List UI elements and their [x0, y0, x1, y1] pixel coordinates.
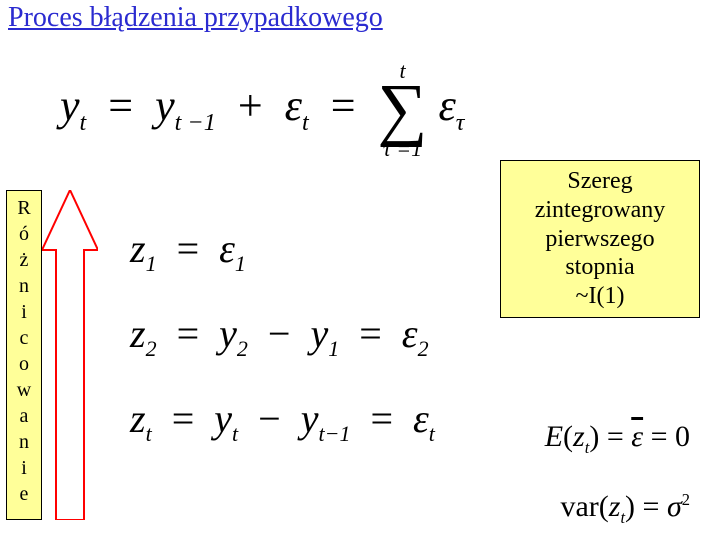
- equation-expectation: E(zt) = ε = 0: [545, 420, 690, 458]
- szereg-l3: pierwszego: [545, 226, 654, 252]
- szereg-l5: ~I(1): [576, 283, 625, 309]
- equation-random-walk: yt = yt −1 + εt = t ∑ τ =1 ετ: [60, 60, 464, 160]
- arrow-icon: [42, 190, 98, 520]
- page-title: Proces błądzenia przypadkowego: [8, 2, 383, 34]
- differencing-label-box: R ó ż n i c o w a n i e: [6, 190, 42, 520]
- szereg-l4: stopnia: [565, 254, 634, 280]
- equation-z1: z1 = ε1: [130, 225, 246, 277]
- integrated-series-box: Szereg zintegrowany pierwszego stopnia ~…: [500, 160, 700, 318]
- sigma-icon: t ∑ τ =1: [378, 60, 428, 160]
- equation-zt: zt = yt − yt−1 = εt: [130, 395, 435, 447]
- szereg-l2: zintegrowany: [535, 197, 666, 223]
- equation-variance: var(zt) = σ2: [560, 490, 690, 528]
- equation-z2: z2 = y2 − y1 = ε2: [130, 310, 429, 362]
- szereg-l1: Szereg: [567, 168, 632, 194]
